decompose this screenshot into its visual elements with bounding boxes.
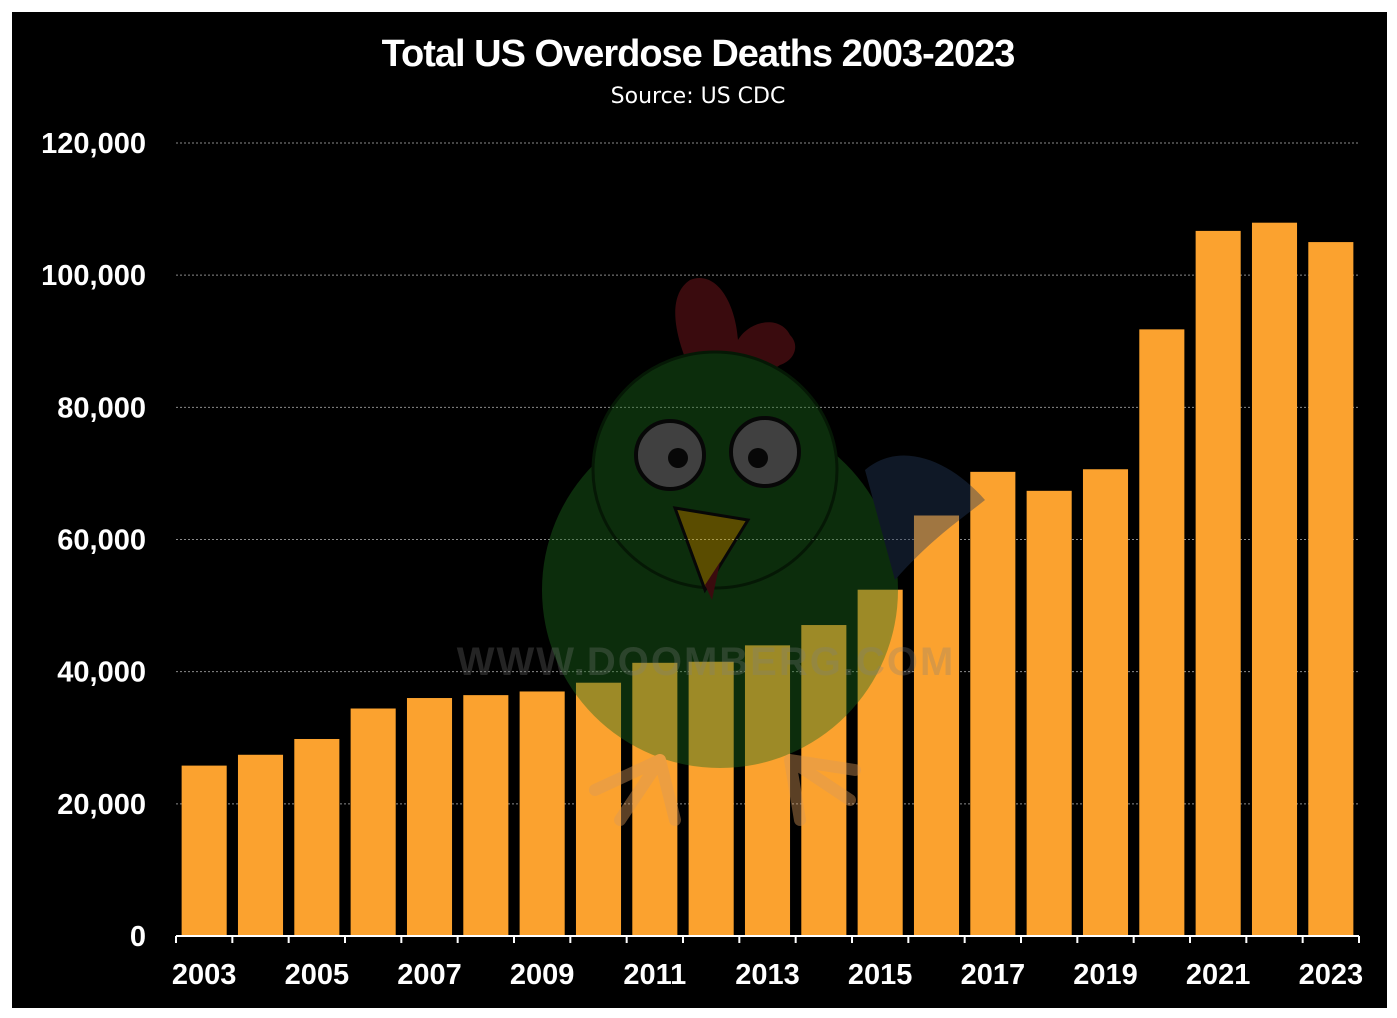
x-tick-label: 2023 [1299, 959, 1364, 991]
bar-2016 [913, 515, 960, 936]
bar-2010 [575, 682, 622, 936]
x-tick-label: 2005 [285, 959, 350, 991]
y-tick-label: 0 [130, 921, 146, 953]
bar-2011 [632, 662, 678, 936]
x-tick-label: 2007 [397, 959, 462, 991]
x-axis-ticks: 2003 2005 2007 2009 2011 2013 2015 2017 2019 2021… [172, 936, 1363, 991]
y-tick-label: 100,000 [41, 260, 146, 292]
x-tick-label: 2015 [848, 959, 913, 991]
y-tick-label: 80,000 [57, 392, 146, 424]
bar-2008 [463, 695, 509, 936]
x-tick-label: 2011 [623, 959, 686, 991]
bar-2020 [1139, 329, 1185, 936]
bar-2013 [744, 645, 791, 936]
y-tick-label: 20,000 [57, 789, 146, 821]
x-tick-label: 2009 [510, 959, 575, 991]
y-tick-label: 40,000 [57, 657, 146, 689]
bar-2015 [857, 589, 903, 936]
bar-2019 [1082, 469, 1129, 936]
chart-title: Total US Overdose Deaths 2003-2023 [382, 33, 1015, 75]
bar-2014 [801, 625, 847, 936]
bar-2021 [1195, 230, 1241, 936]
bar-2023 [1308, 242, 1354, 936]
bars [181, 222, 1354, 936]
x-tick-label: 2017 [961, 959, 1026, 991]
x-tick-label: 2021 [1186, 959, 1251, 991]
bar-2004 [237, 754, 284, 936]
x-tick-label: 2013 [735, 959, 800, 991]
y-tick-label: 120,000 [41, 128, 146, 160]
watermark-text: WWW.DOOMBERG.COM [457, 640, 956, 684]
bar-2009 [519, 691, 565, 936]
bar-2005 [294, 738, 340, 936]
bar-2007 [406, 698, 453, 936]
chicken-mascot-icon [542, 278, 985, 826]
bar-2003 [181, 765, 227, 936]
bar-2022 [1251, 222, 1298, 936]
x-tick-label: 2003 [172, 959, 237, 991]
chart-subtitle: Source: US CDC [611, 84, 786, 109]
bar-2018 [1026, 490, 1072, 936]
bar-2006 [350, 708, 396, 936]
y-axis-tick-labels: 0 20,000 40,000 60,000 80,000 100,000 120,000 [41, 128, 146, 953]
y-tick-label: 60,000 [57, 525, 146, 557]
bar-2012 [688, 661, 734, 936]
bar-2017 [970, 471, 1016, 936]
x-tick-label: 2019 [1073, 959, 1138, 991]
